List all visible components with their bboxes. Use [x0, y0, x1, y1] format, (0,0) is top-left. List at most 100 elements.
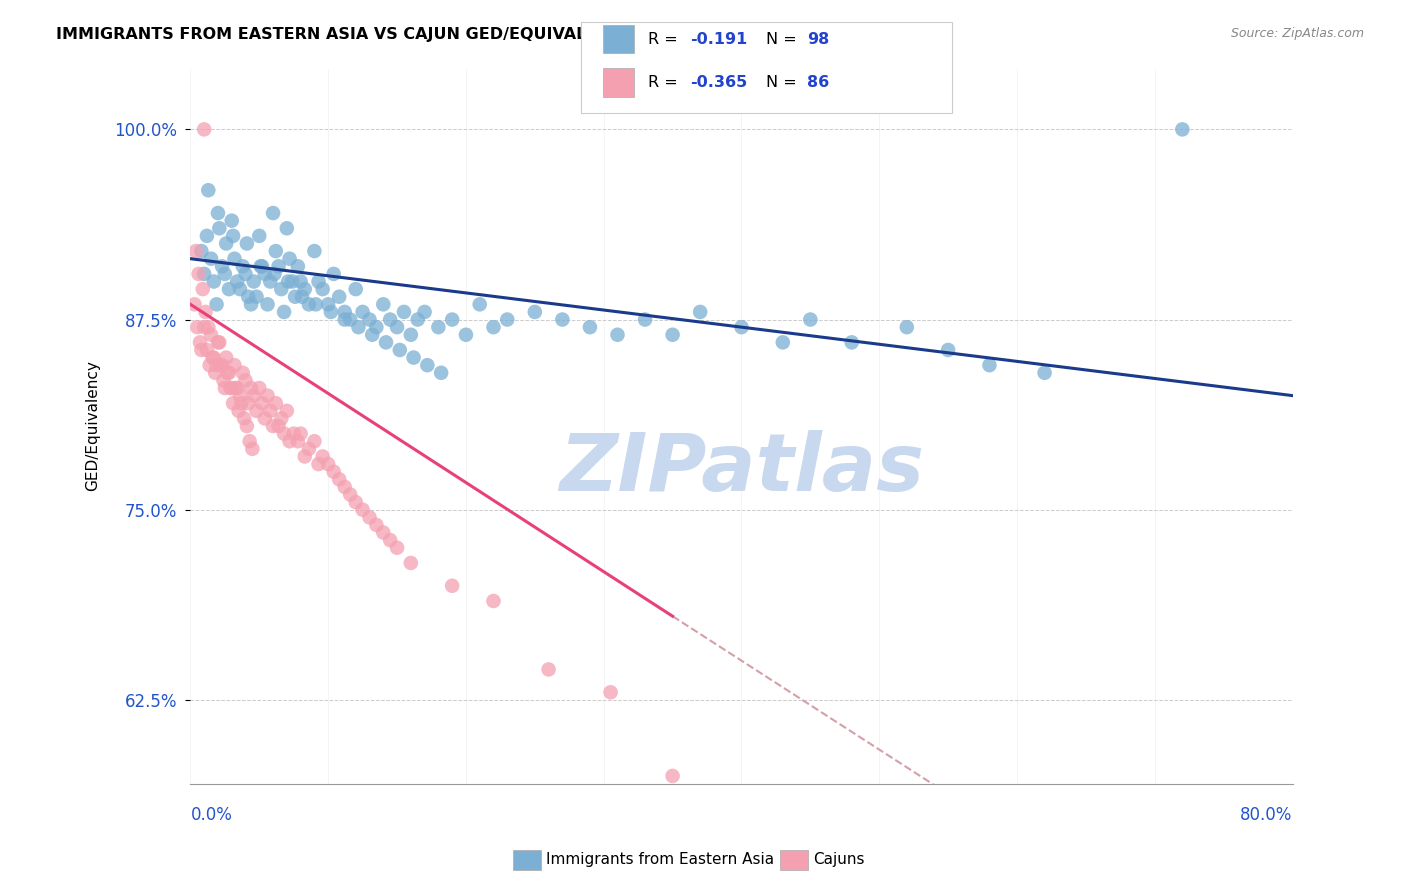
Point — [193, 267, 215, 281]
Point — [238, 396, 260, 410]
Point — [204, 366, 226, 380]
Point — [496, 312, 519, 326]
Point — [333, 305, 356, 319]
Point — [245, 404, 267, 418]
Point — [413, 305, 436, 319]
Point — [256, 389, 278, 403]
Point — [187, 267, 209, 281]
Point — [333, 312, 356, 326]
Point — [373, 525, 395, 540]
Point — [264, 396, 287, 410]
Point — [253, 411, 276, 425]
Point — [193, 320, 215, 334]
Point — [322, 465, 344, 479]
Text: R =: R = — [648, 75, 683, 90]
Point — [259, 275, 281, 289]
Point — [551, 312, 574, 326]
Point — [287, 434, 309, 449]
Point — [273, 426, 295, 441]
Point — [661, 327, 683, 342]
Point — [184, 244, 207, 258]
Text: 0.0%: 0.0% — [190, 806, 232, 824]
Point — [208, 335, 231, 350]
Point — [730, 320, 752, 334]
Point — [226, 275, 249, 289]
Point — [373, 297, 395, 311]
Point — [188, 335, 211, 350]
Point — [278, 252, 301, 266]
Point — [224, 358, 246, 372]
Point — [270, 282, 292, 296]
Point — [896, 320, 918, 334]
Point — [249, 260, 271, 274]
Point — [231, 396, 253, 410]
Point — [311, 282, 333, 296]
Point — [264, 244, 287, 258]
Point — [322, 267, 344, 281]
Point — [247, 381, 270, 395]
Point — [214, 381, 236, 395]
Point — [225, 381, 247, 395]
Point — [221, 213, 243, 227]
Point — [217, 366, 239, 380]
Point — [195, 228, 218, 243]
Point — [211, 260, 233, 274]
Text: Immigrants from Eastern Asia: Immigrants from Eastern Asia — [546, 853, 773, 867]
Point — [219, 381, 242, 395]
Point — [388, 343, 411, 357]
Point — [191, 282, 214, 296]
Point — [201, 351, 224, 365]
Point — [304, 244, 326, 258]
Text: Source: ZipAtlas.com: Source: ZipAtlas.com — [1230, 27, 1364, 40]
Point — [689, 305, 711, 319]
Point — [247, 228, 270, 243]
Point — [270, 411, 292, 425]
Point — [344, 282, 367, 296]
Point — [294, 282, 316, 296]
Point — [214, 267, 236, 281]
Point — [339, 487, 361, 501]
Point — [190, 244, 212, 258]
Point — [250, 396, 273, 410]
Point — [198, 358, 221, 372]
Point — [197, 183, 219, 197]
Point — [205, 297, 228, 311]
Point — [290, 275, 312, 289]
Text: IMMIGRANTS FROM EASTERN ASIA VS CAJUN GED/EQUIVALENCY CORRELATION CHART: IMMIGRANTS FROM EASTERN ASIA VS CAJUN GE… — [56, 27, 832, 42]
Point — [772, 335, 794, 350]
Point — [235, 267, 257, 281]
Point — [250, 260, 273, 274]
Point — [328, 290, 350, 304]
Point — [207, 335, 229, 350]
Point — [212, 373, 235, 387]
Point — [238, 290, 260, 304]
Point — [211, 358, 233, 372]
Point — [979, 358, 1001, 372]
Point — [366, 517, 388, 532]
Point — [202, 275, 225, 289]
Point — [224, 252, 246, 266]
Point — [841, 335, 863, 350]
Point — [366, 320, 388, 334]
Point — [311, 450, 333, 464]
Point — [634, 312, 657, 326]
Point — [298, 297, 321, 311]
Point — [221, 381, 243, 395]
Point — [218, 282, 240, 296]
Point — [385, 320, 408, 334]
Point — [222, 396, 245, 410]
Text: ZIPatlas: ZIPatlas — [560, 430, 924, 508]
Point — [482, 594, 505, 608]
Point — [352, 502, 374, 516]
Text: Cajuns: Cajuns — [813, 853, 865, 867]
Point — [579, 320, 602, 334]
Point — [287, 260, 309, 274]
Point — [262, 419, 284, 434]
Point — [245, 290, 267, 304]
Point — [399, 327, 422, 342]
Text: R =: R = — [648, 31, 683, 46]
Point — [406, 312, 429, 326]
Text: -0.191: -0.191 — [690, 31, 748, 46]
Point — [209, 358, 232, 372]
Point — [233, 411, 256, 425]
